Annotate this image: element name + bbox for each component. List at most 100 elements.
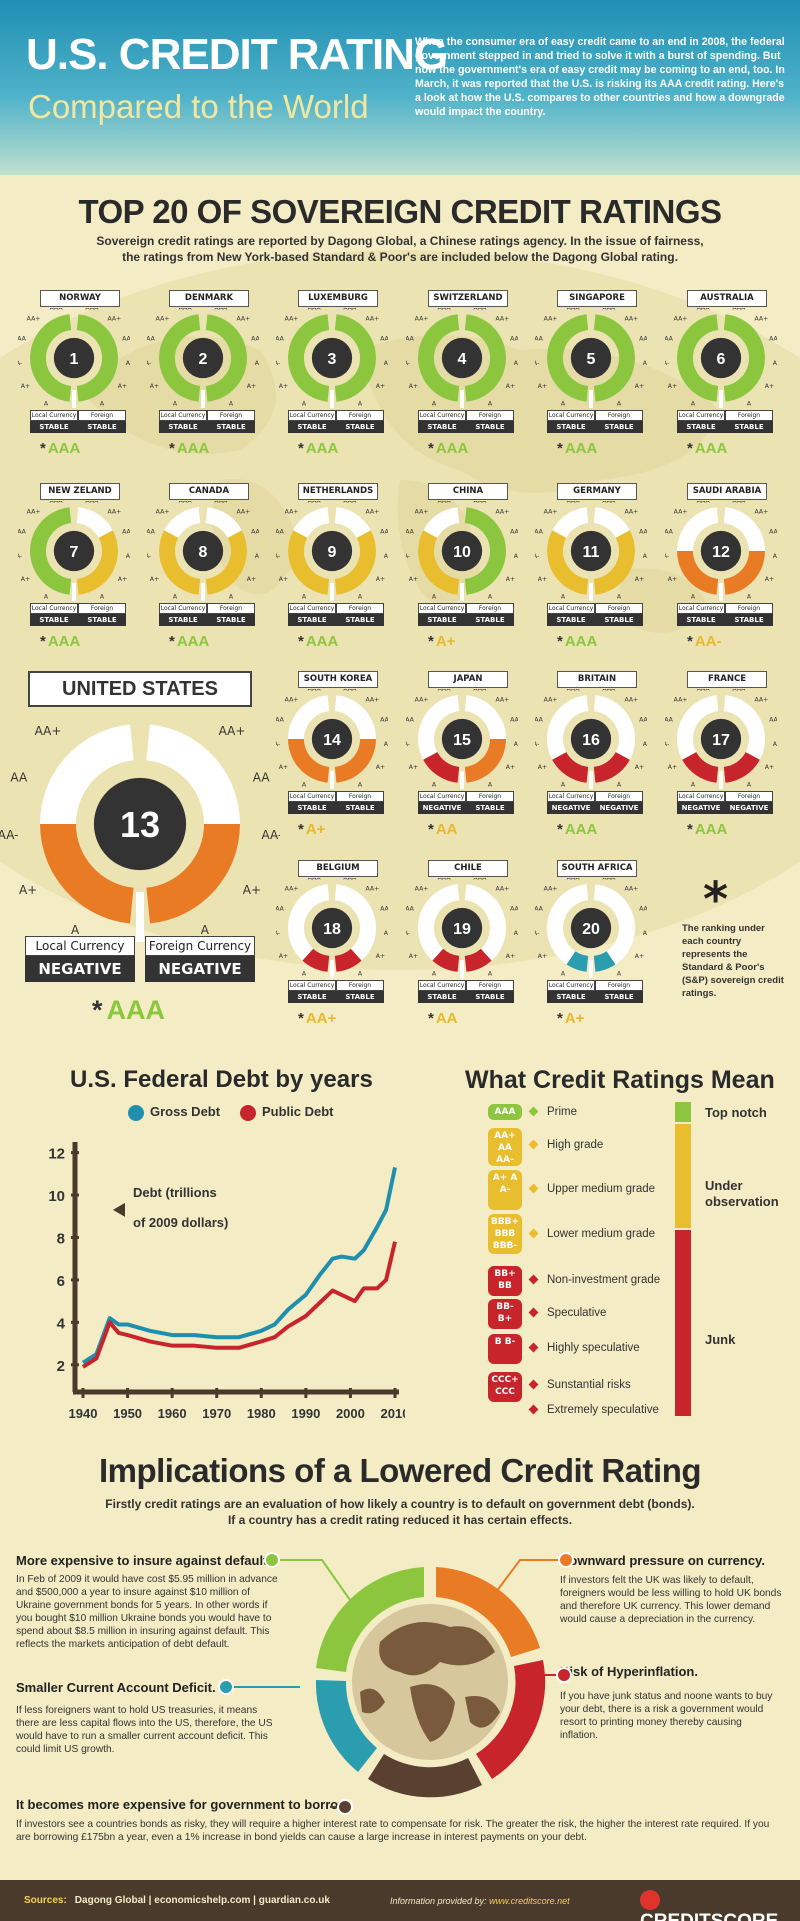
ring-rank: 7: [70, 544, 79, 561]
ring-label-right: A: [747, 781, 752, 788]
local-currency: Local Currency STABLE: [418, 980, 466, 1003]
ring-label-right: A: [617, 400, 622, 407]
legend-public-swatch: [240, 1104, 256, 1121]
foreign-outlook: STABLE: [78, 614, 126, 626]
ring-label-right: A: [488, 593, 493, 600]
ring-label-right: AA: [639, 335, 647, 342]
ring-label-left: A: [432, 400, 437, 407]
us-ring-label-left: AA+: [35, 724, 62, 738]
local-outlook: STABLE: [288, 802, 336, 814]
ring-label-left: AAA: [697, 689, 711, 692]
country-card: SOUTH KOREA AAAAA+AAAA-A+AAAAAA+AAAA-A+A…: [276, 671, 388, 841]
implication-heading: Risk of Hyperinflation.: [560, 1664, 698, 1679]
ring-label-left: AA+: [285, 508, 299, 515]
ring-center: [570, 718, 612, 760]
local-label: Local Currency: [288, 410, 336, 421]
foreign-outlook: STABLE: [336, 802, 384, 814]
ring-label-left: A+: [668, 576, 677, 583]
ring-fill-right: [334, 739, 376, 783]
country-name: AUSTRALIA: [687, 290, 767, 307]
ring-rank: 14: [323, 732, 341, 749]
footer-sources: Sources: Dagong Global | economicshelp.co…: [24, 1895, 330, 1906]
ring-label-right: A: [488, 400, 493, 407]
sp-rating: * AA: [428, 821, 458, 838]
ring-track-left: [287, 884, 330, 972]
local-label: Local Currency: [159, 603, 207, 614]
ring-label-left: AA-: [535, 930, 539, 937]
ring-label-left: AA-: [665, 741, 669, 748]
local-label: Local Currency: [547, 980, 595, 991]
local-label: Local Currency: [30, 603, 78, 614]
us-sp-value: AAA: [106, 995, 166, 1025]
ring-fill-right: [205, 314, 248, 402]
foreign-currency: Foreign Currency STABLE: [595, 980, 643, 1003]
ring-label-left: AA: [276, 528, 285, 535]
foreign-outlook: STABLE: [78, 421, 126, 433]
foreign-label: Foreign Currency: [78, 410, 126, 428]
provided-link[interactable]: www.creditscore.net: [489, 1896, 570, 1906]
ring-label-right: AAA: [602, 308, 616, 311]
ring-label-right: AA+: [365, 315, 379, 322]
ring-label-left: A+: [409, 383, 418, 390]
category-bar: [675, 1230, 691, 1416]
us-ring-label-right: AA+: [219, 724, 246, 738]
annotation-line2: of 2009 dollars): [133, 1215, 228, 1230]
x-tick-label: 1990: [291, 1406, 320, 1418]
ring-label-left: AAA: [438, 689, 452, 692]
diamond-icon: [528, 1405, 539, 1415]
country-name: SINGAPORE: [557, 290, 637, 307]
ring-label-left: AAA: [179, 501, 193, 504]
local-outlook: STABLE: [547, 614, 595, 626]
sp-value: AAA: [47, 440, 81, 457]
local-outlook: STABLE: [288, 614, 336, 626]
foreign-label: Foreign Currency: [466, 791, 514, 809]
ring-fill-left: [552, 752, 589, 783]
ring-label-left: A: [561, 970, 566, 977]
ring-label-left: A+: [538, 383, 547, 390]
ring-fill-left: [302, 948, 330, 972]
ring-label-right: AAA: [473, 689, 487, 692]
foreign-label: Foreign Currency: [595, 791, 643, 809]
ring-label-right: AA+: [754, 315, 768, 322]
foreign-currency: Foreign Currency STABLE: [78, 410, 126, 433]
foreign-label: Foreign Currency: [466, 603, 514, 621]
ring-label-left: AA-: [147, 360, 151, 367]
foreign-label: Foreign Currency: [725, 603, 773, 621]
ring-fill-right: [464, 314, 507, 402]
ring-label-left: A+: [21, 576, 30, 583]
ring-label-right: AA+: [236, 508, 250, 515]
foreign-label: Foreign Currency: [336, 410, 384, 428]
ring-label-right: A: [747, 400, 752, 407]
foreign-outlook: STABLE: [336, 614, 384, 626]
diamond-icon: [528, 1343, 539, 1353]
sp-rating: * AAA: [169, 633, 209, 650]
local-currency: Local Currency STABLE: [288, 980, 336, 1003]
ring-label-right: AA-: [384, 930, 388, 937]
ring-label-left: A: [561, 593, 566, 600]
ring-label-left: AA: [18, 528, 27, 535]
ring-label-left: AA: [276, 716, 285, 723]
ring-track-right: [593, 884, 636, 972]
ring-label-right: AA: [639, 905, 647, 912]
ring-label-right: AA-: [126, 360, 130, 367]
rating-meaning: Lower medium grade: [528, 1228, 655, 1240]
foreign-currency: Foreign Currency NEGATIVE: [595, 791, 643, 814]
x-tick-label: 1970: [202, 1406, 231, 1418]
diamond-icon: [528, 1107, 539, 1117]
local-currency: Local Currency STABLE: [288, 791, 336, 814]
connector-line: [272, 1559, 351, 1601]
sp-rating: * A+: [557, 1010, 584, 1027]
foreign-outlook: STABLE: [466, 991, 514, 1003]
ring-label-left: AA: [406, 716, 415, 723]
foreign-outlook: STABLE: [336, 991, 384, 1003]
rating-meaning: Prime: [528, 1106, 577, 1118]
ring-label-right: AAA: [343, 878, 357, 881]
ring-label-left: AAA: [567, 501, 581, 504]
y-tick-label: 2: [57, 1358, 65, 1375]
ring-track-left: [417, 884, 460, 972]
